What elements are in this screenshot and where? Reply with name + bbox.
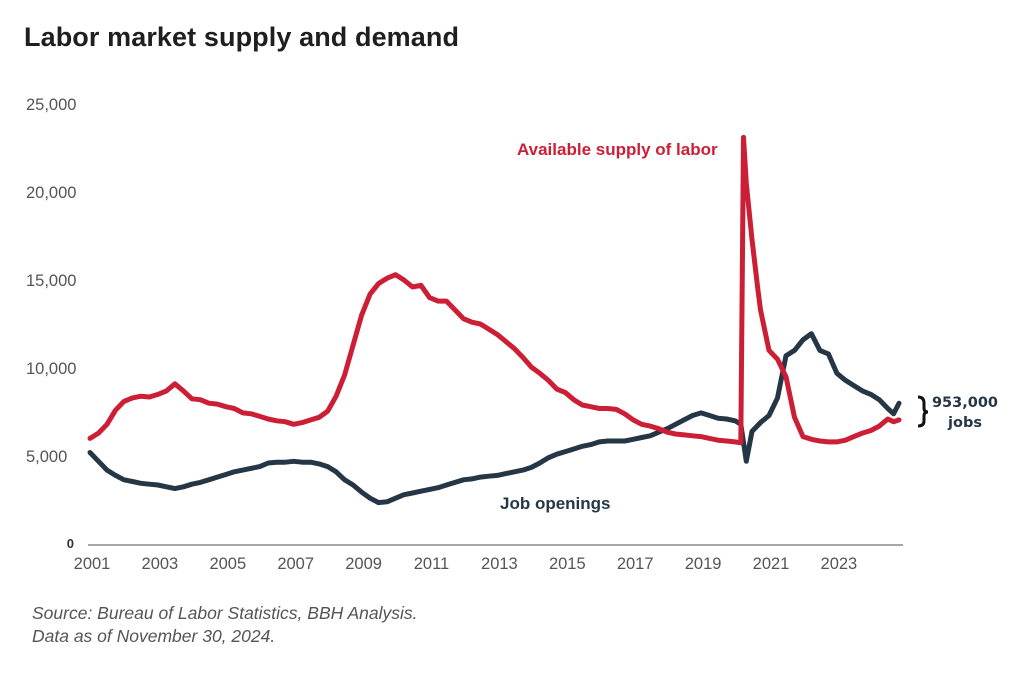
source-note: Source: Bureau of Labor Statistics, BBH … xyxy=(32,602,418,648)
chart-title: Labor market supply and demand xyxy=(24,22,460,52)
series-line-job-openings xyxy=(87,331,902,506)
y-tick-label: 0 xyxy=(67,536,74,551)
x-tick-label: 2013 xyxy=(481,555,518,573)
gap-annotation: 953,000 jobs xyxy=(917,395,998,431)
series-lines xyxy=(87,134,902,506)
source-line-2: Data as of November 30, 2024. xyxy=(32,626,276,646)
y-tick-label: 10,000 xyxy=(26,360,76,378)
y-axis-ticks: 0 5,000 10,000 15,000 20,000 25,000 xyxy=(26,96,76,551)
x-tick-label: 2001 xyxy=(74,555,111,573)
gap-bracket-icon xyxy=(917,395,929,428)
x-tick-label: 2009 xyxy=(345,555,382,573)
series-label-available-supply: Available supply of labor xyxy=(517,140,718,159)
y-tick-label: 15,000 xyxy=(26,272,76,290)
x-tick-label: 2021 xyxy=(753,555,790,573)
x-tick-label: 2017 xyxy=(617,555,654,573)
x-tick-label: 2003 xyxy=(142,555,179,573)
y-tick-label: 25,000 xyxy=(26,96,76,114)
x-tick-label: 2007 xyxy=(277,555,314,573)
x-tick-label: 2019 xyxy=(685,555,722,573)
source-line-1: Source: Bureau of Labor Statistics, BBH … xyxy=(32,603,418,623)
y-tick-label: 20,000 xyxy=(26,184,76,202)
x-tick-label: 2023 xyxy=(821,555,858,573)
x-tick-label: 2005 xyxy=(209,555,246,573)
y-tick-label: 5,000 xyxy=(26,448,67,466)
x-tick-label: 2011 xyxy=(414,555,449,573)
gap-value: 953,000 xyxy=(932,395,998,411)
series-label-job-openings: Job openings xyxy=(500,494,611,513)
gap-unit: jobs xyxy=(947,415,982,431)
x-axis-ticks: 2001 2003 2005 2007 2009 2011 2013 2015 2017 2019… xyxy=(74,555,858,573)
x-tick-label: 2015 xyxy=(549,555,586,573)
series-line-available-supply xyxy=(87,134,902,446)
